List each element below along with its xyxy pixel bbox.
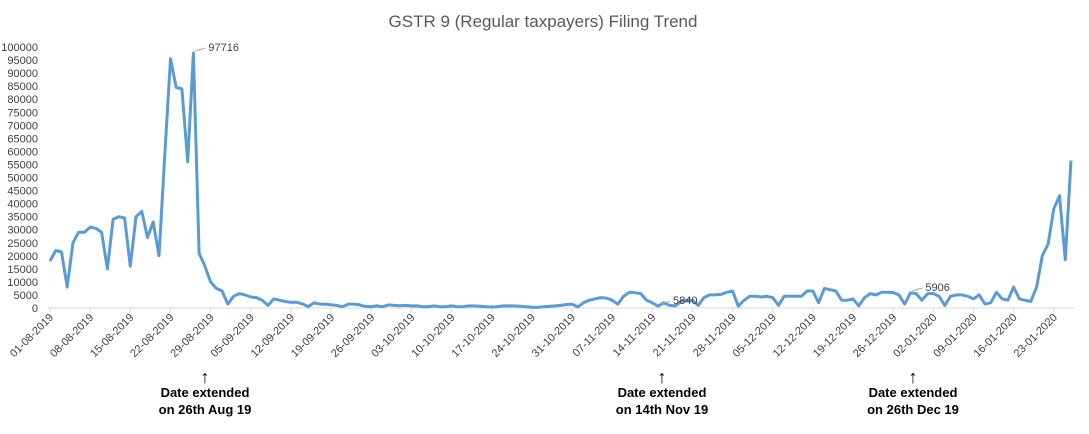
y-tick-label: 0 bbox=[32, 303, 38, 315]
y-tick-label: 60000 bbox=[7, 146, 38, 158]
x-tick-label: 23-01-2020 bbox=[1012, 312, 1060, 360]
y-tick-label: 30000 bbox=[7, 225, 38, 237]
annotation-line1: Date extended bbox=[160, 385, 250, 400]
annotation-line1: Date extended bbox=[617, 385, 707, 400]
data-label-leader bbox=[912, 287, 923, 292]
y-tick-label: 95000 bbox=[7, 55, 38, 67]
data-label: 5840 bbox=[673, 295, 697, 307]
y-axis: 0500010000150002000025000300003500040000… bbox=[1, 42, 38, 315]
up-arrow-icon: ↑ bbox=[200, 367, 210, 387]
annotation-line1: Date extended bbox=[868, 385, 958, 400]
y-tick-label: 80000 bbox=[7, 94, 38, 106]
data-label-leader bbox=[659, 300, 671, 305]
data-labels: 97716 5840 5906 bbox=[195, 42, 950, 307]
chart-title: GSTR 9 (Regular taxpayers) Filing Trend bbox=[389, 12, 698, 31]
data-label-leader bbox=[195, 47, 206, 52]
annotation-line2: on 26th Aug 19 bbox=[158, 402, 252, 417]
annotation-line2: on 26th Dec 19 bbox=[867, 402, 959, 417]
y-tick-label: 65000 bbox=[7, 133, 38, 145]
y-tick-label: 20000 bbox=[7, 251, 38, 263]
y-tick-label: 90000 bbox=[7, 68, 38, 80]
y-tick-label: 75000 bbox=[7, 107, 38, 119]
up-arrow-icon: ↑ bbox=[657, 367, 667, 387]
y-tick-label: 5000 bbox=[14, 290, 38, 302]
y-tick-label: 10000 bbox=[7, 277, 38, 289]
annotation-nov: ↑ Date extended on 14th Nov 19 bbox=[602, 367, 722, 418]
y-tick-label: 50000 bbox=[7, 173, 38, 185]
data-label: 97716 bbox=[208, 42, 239, 54]
series-line bbox=[48, 51, 1073, 309]
y-tick-label: 15000 bbox=[7, 264, 38, 276]
y-tick-label: 35000 bbox=[7, 212, 38, 224]
y-tick-label: 85000 bbox=[7, 81, 38, 93]
x-tick-label: 31-10-2019 bbox=[530, 312, 578, 360]
up-arrow-icon: ↑ bbox=[908, 367, 918, 387]
annotation-dec: ↑ Date extended on 26th Dec 19 bbox=[853, 367, 973, 418]
annotation-line2: on 14th Nov 19 bbox=[615, 402, 709, 417]
y-tick-label: 100000 bbox=[1, 42, 38, 54]
annotation-aug: ↑ Date extended on 26th Aug 19 bbox=[145, 367, 265, 418]
y-tick-label: 45000 bbox=[7, 186, 38, 198]
y-tick-label: 25000 bbox=[7, 238, 38, 250]
x-axis: 01-08-201908-08-201915-08-201922-08-2019… bbox=[8, 308, 1060, 360]
y-tick-label: 55000 bbox=[7, 159, 38, 171]
y-tick-label: 40000 bbox=[7, 199, 38, 211]
data-label: 5906 bbox=[925, 282, 949, 294]
y-tick-label: 70000 bbox=[7, 120, 38, 132]
